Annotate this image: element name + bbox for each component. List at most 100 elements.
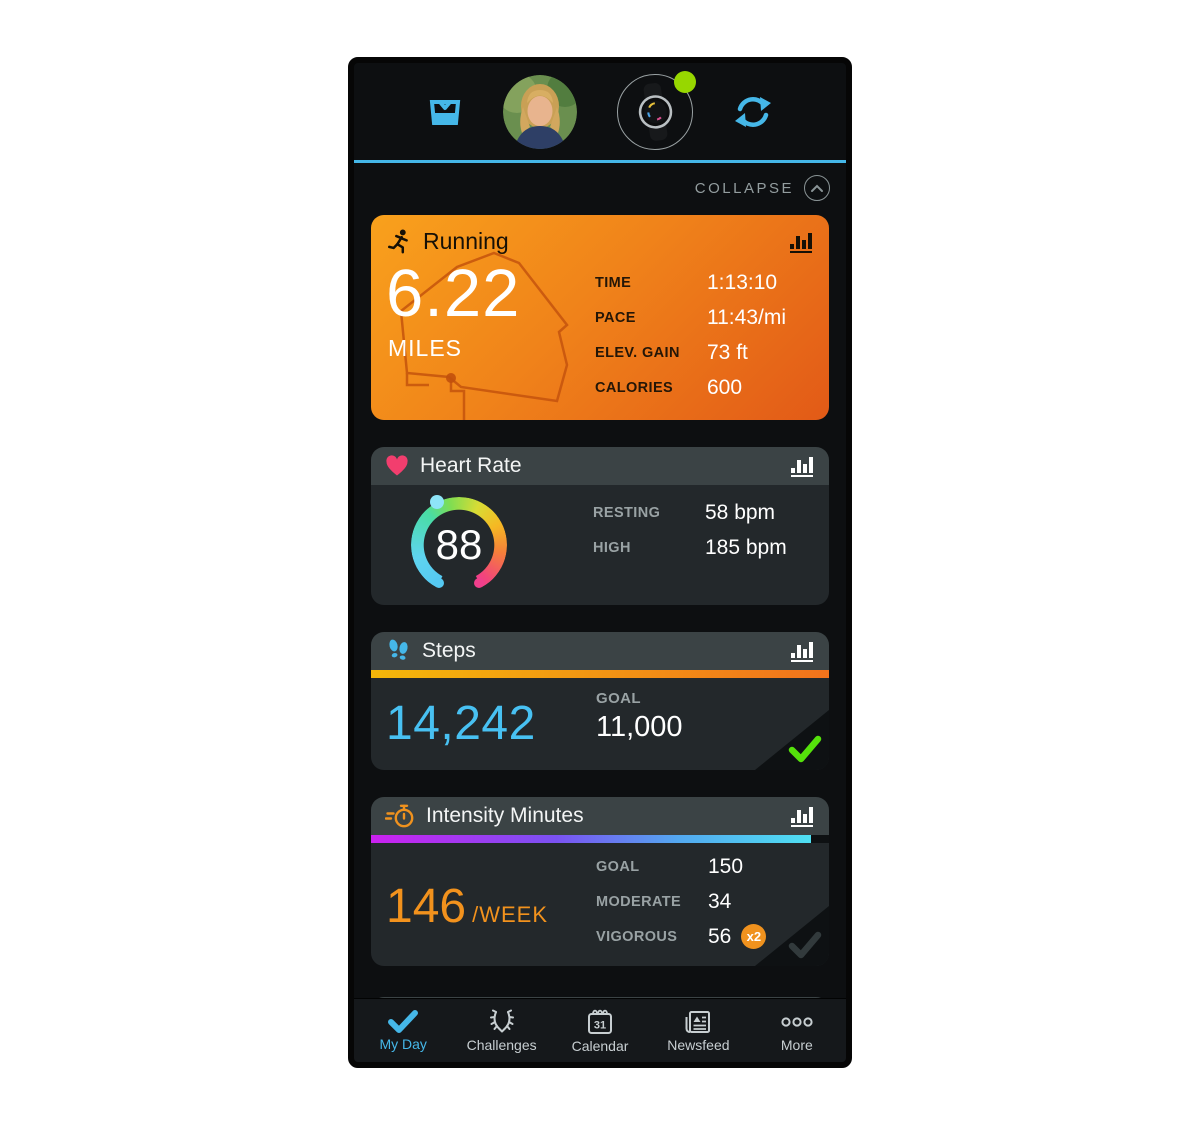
bar-chart-icon[interactable] bbox=[788, 231, 814, 253]
goal-check-icon bbox=[788, 735, 822, 763]
stat-label: CALORIES bbox=[595, 379, 674, 396]
heart-rate-card-body: 88 RESTING 58 bpm HIGH 185 bpm bbox=[371, 485, 829, 605]
runner-icon bbox=[388, 229, 408, 254]
stat-label: GOAL bbox=[596, 858, 640, 875]
intensity-minutes-card[interactable]: Intensity Minutes 146 /WEEK GO bbox=[371, 797, 829, 966]
steps-card-body: 14,242 GOAL 11,000 bbox=[371, 678, 829, 770]
stat-row: RESTING 58 bpm bbox=[593, 495, 787, 530]
heart-rate-stats: RESTING 58 bpm HIGH 185 bpm bbox=[593, 495, 787, 565]
stat-row: MODERATE 34 bbox=[596, 884, 766, 919]
top-bar bbox=[354, 63, 846, 160]
bar-chart-icon[interactable] bbox=[789, 640, 815, 662]
stat-value: 11:43/mi bbox=[707, 305, 786, 329]
running-card-header: Running bbox=[371, 215, 829, 255]
stat-row: ELEV. GAIN 73 ft bbox=[595, 335, 786, 370]
heart-rate-card[interactable]: Heart Rate 88 bbox=[371, 447, 829, 605]
sync-button[interactable] bbox=[733, 94, 773, 130]
heart-rate-card-header: Heart Rate bbox=[371, 447, 829, 485]
calendar-icon-number: 31 bbox=[594, 1020, 606, 1032]
intensity-card-title: Intensity Minutes bbox=[426, 804, 584, 827]
goal-label: GOAL bbox=[596, 690, 641, 707]
gauge-cap bbox=[434, 578, 444, 588]
stat-row: CALORIES 600 bbox=[595, 370, 786, 405]
stat-row: HIGH 185 bpm bbox=[593, 530, 787, 565]
running-stats: TIME 1:13:10 PACE 11:43/mi ELEV. GAIN 73… bbox=[595, 265, 786, 405]
intensity-card-body: 146 /WEEK GOAL 150 MODERATE 34 VIGOROUS … bbox=[371, 843, 829, 966]
running-card[interactable]: Running 6.22 MILES TIME 1:13:10 PACE bbox=[371, 215, 829, 420]
heart-rate-card-title: Heart Rate bbox=[420, 454, 522, 477]
steps-progress-bar bbox=[371, 670, 829, 678]
stat-label: HIGH bbox=[593, 539, 631, 556]
running-distance-value: 6.22 bbox=[386, 256, 521, 331]
bottom-nav: My Day Challenges 31 Calendar bbox=[354, 998, 846, 1062]
bar-chart-icon[interactable] bbox=[789, 455, 815, 477]
stat-label: MODERATE bbox=[596, 893, 682, 910]
collapse-control[interactable]: COLLAPSE bbox=[354, 163, 846, 213]
stat-label: PACE bbox=[595, 309, 636, 326]
nav-item-newsfeed[interactable]: Newsfeed bbox=[649, 999, 747, 1062]
stat-row: TIME 1:13:10 bbox=[595, 265, 786, 300]
running-card-title: Running bbox=[423, 228, 509, 254]
nav-label: Challenges bbox=[466, 1037, 537, 1053]
stat-value: 58 bpm bbox=[705, 500, 776, 524]
intensity-stats: GOAL 150 MODERATE 34 VIGOROUS 56 x2 bbox=[596, 849, 767, 954]
intensity-number: 146 bbox=[386, 880, 467, 933]
intensity-weekly-value: 146 /WEEK bbox=[386, 879, 548, 934]
topbar-divider bbox=[354, 160, 846, 163]
heart-rate-gauge-marker bbox=[430, 495, 444, 509]
nav-item-more[interactable]: More bbox=[748, 999, 846, 1062]
intensity-progress-bar bbox=[371, 835, 829, 843]
my-day-check-icon bbox=[388, 1010, 419, 1033]
stat-row: VIGOROUS 56 x2 bbox=[596, 919, 767, 954]
card-list: Running 6.22 MILES TIME 1:13:10 PACE bbox=[354, 213, 846, 998]
connected-status-dot bbox=[674, 70, 696, 93]
nav-label: Calendar bbox=[571, 1038, 629, 1054]
collapse-chevron-icon bbox=[804, 175, 830, 201]
stat-label: VIGOROUS bbox=[596, 928, 678, 945]
inbox-button[interactable] bbox=[427, 97, 463, 127]
phone-frame: COLLAPSE bbox=[348, 57, 852, 1068]
watch-icon bbox=[638, 82, 673, 141]
avatar-photo bbox=[503, 74, 577, 149]
running-distance-unit: MILES bbox=[388, 335, 463, 361]
stat-value: 1:13:10 bbox=[707, 270, 778, 294]
bar-chart-icon[interactable] bbox=[789, 805, 815, 827]
nav-item-my-day[interactable]: My Day bbox=[354, 999, 452, 1062]
intensity-unit: /WEEK bbox=[472, 902, 548, 927]
inbox-icon bbox=[429, 99, 461, 125]
goal-check-icon-inactive bbox=[788, 931, 822, 959]
heart-rate-current-value: 88 bbox=[435, 521, 483, 568]
challenges-laurel-icon bbox=[489, 1009, 514, 1033]
heart-rate-gauge-arc bbox=[411, 497, 507, 593]
sync-icon bbox=[735, 96, 771, 127]
nav-item-challenges[interactable]: Challenges bbox=[452, 999, 550, 1062]
nav-label: More bbox=[780, 1037, 813, 1053]
avatar[interactable] bbox=[503, 74, 577, 149]
goal-value: 11,000 bbox=[596, 711, 683, 743]
steps-card-title: Steps bbox=[422, 639, 476, 662]
more-icon bbox=[781, 1017, 813, 1027]
nav-label: Newsfeed bbox=[667, 1037, 730, 1053]
steps-count-value: 14,242 bbox=[386, 697, 536, 750]
newsfeed-icon bbox=[685, 1011, 711, 1033]
calendar-icon: 31 bbox=[588, 1009, 613, 1034]
stat-row: GOAL 150 bbox=[596, 849, 766, 884]
stat-label: RESTING bbox=[593, 504, 661, 521]
floors-card[interactable]: Floors bbox=[371, 997, 829, 998]
heart-icon bbox=[386, 455, 408, 476]
steps-card-header: Steps bbox=[371, 632, 829, 670]
intensity-card-header: Intensity Minutes bbox=[371, 797, 829, 835]
gauge-cap bbox=[474, 578, 484, 588]
route-map-overlay bbox=[399, 251, 569, 420]
nav-item-calendar[interactable]: 31 Calendar bbox=[551, 999, 649, 1062]
floors-card-header: Floors bbox=[371, 997, 829, 998]
stat-value: 150 bbox=[708, 854, 744, 878]
stat-value: 34 bbox=[708, 889, 732, 913]
stat-value: 73 ft bbox=[707, 340, 748, 364]
footsteps-icon bbox=[389, 639, 408, 660]
device-watch-button[interactable] bbox=[617, 70, 696, 150]
stat-row: PACE 11:43/mi bbox=[595, 300, 786, 335]
collapse-label: COLLAPSE bbox=[694, 179, 794, 197]
steps-card[interactable]: Steps 14,242 GOAL 11,000 bbox=[371, 632, 829, 770]
nav-label: My Day bbox=[379, 1036, 427, 1052]
